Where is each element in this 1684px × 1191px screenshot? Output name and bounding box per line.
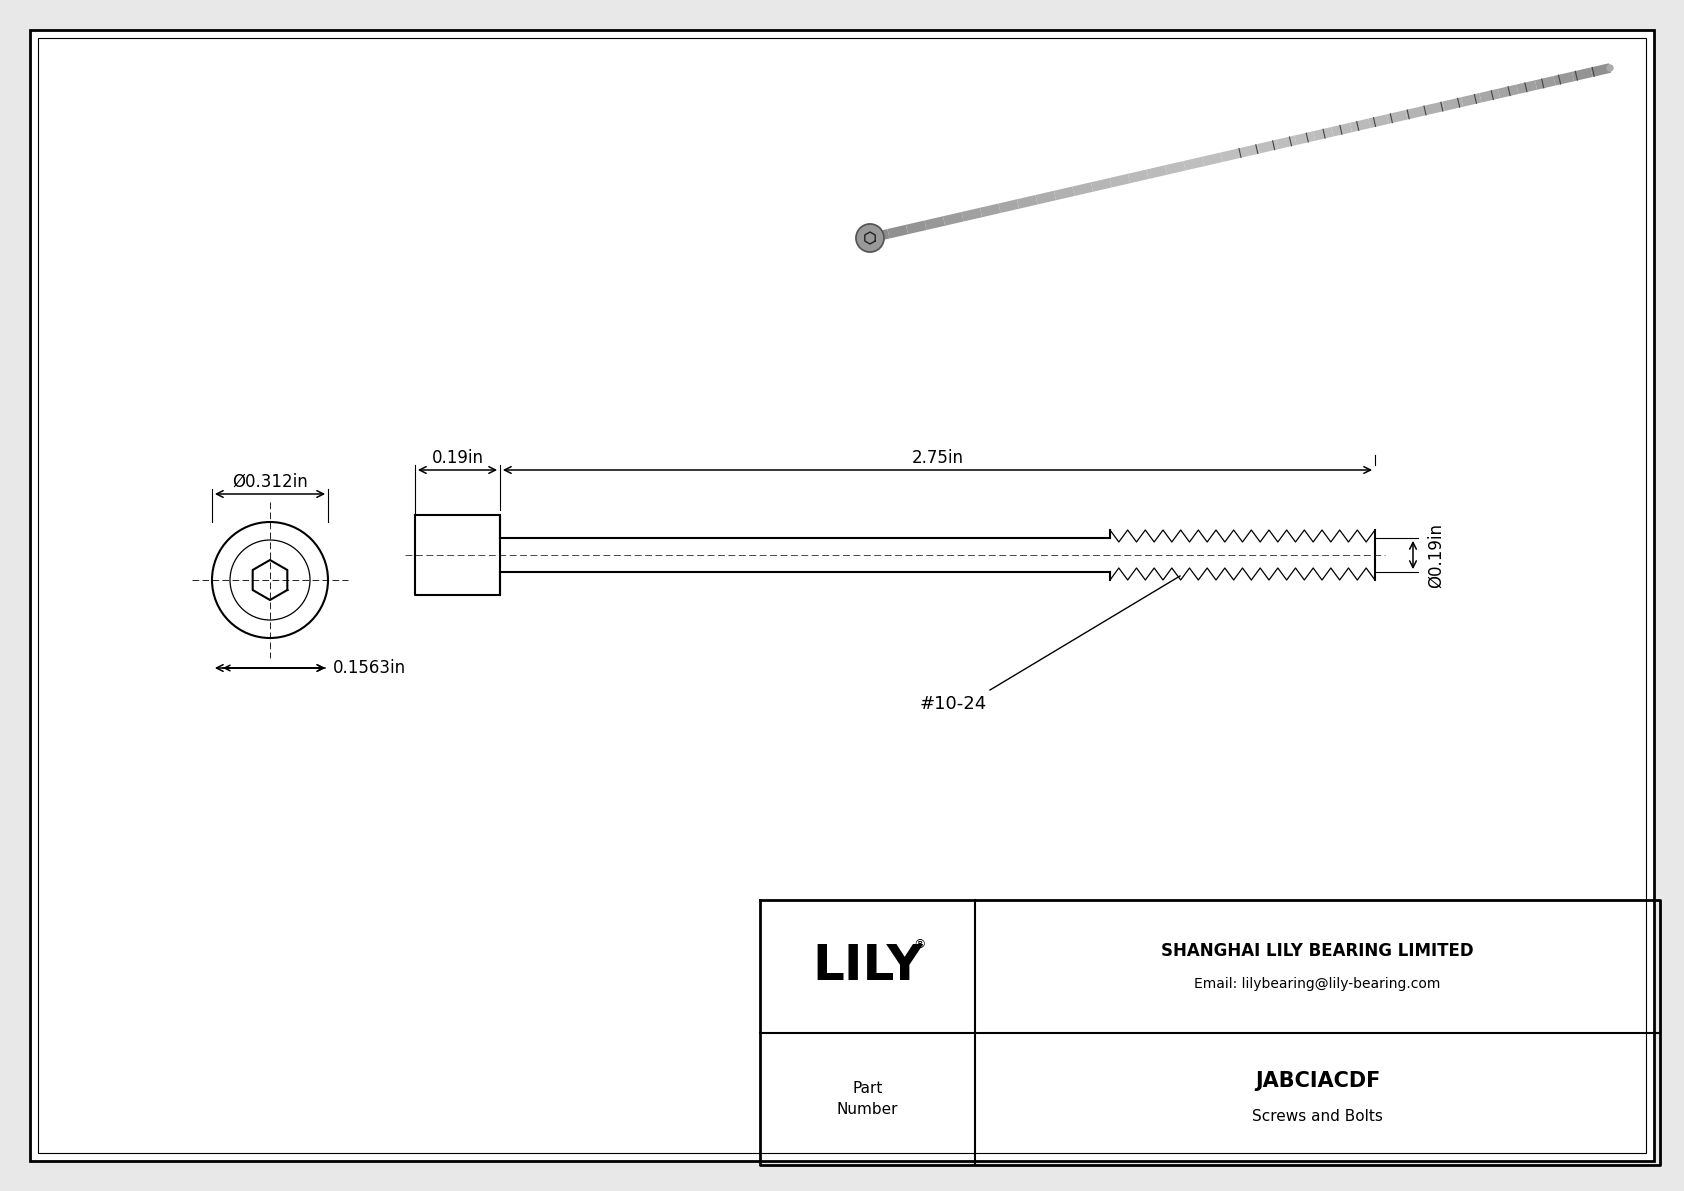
Circle shape [1607,66,1613,71]
Text: Ø0.312in: Ø0.312in [232,473,308,491]
Text: #10-24: #10-24 [919,696,987,713]
Polygon shape [30,30,1654,1161]
Text: Email: lilybearing@lily-bearing.com: Email: lilybearing@lily-bearing.com [1194,978,1442,991]
Text: Screws and Bolts: Screws and Bolts [1253,1109,1383,1124]
Circle shape [855,224,884,252]
Text: LILY: LILY [812,942,923,990]
Text: Part
Number: Part Number [837,1080,898,1117]
Text: 0.19in: 0.19in [431,449,483,467]
Text: JABCIACDF: JABCIACDF [1255,1071,1381,1091]
Text: ®: ® [913,937,926,950]
Text: 2.75in: 2.75in [911,449,963,467]
Text: 0.1563in: 0.1563in [333,659,406,676]
Text: SHANGHAI LILY BEARING LIMITED: SHANGHAI LILY BEARING LIMITED [1162,942,1474,960]
Text: Ø0.19in: Ø0.19in [1426,523,1445,587]
